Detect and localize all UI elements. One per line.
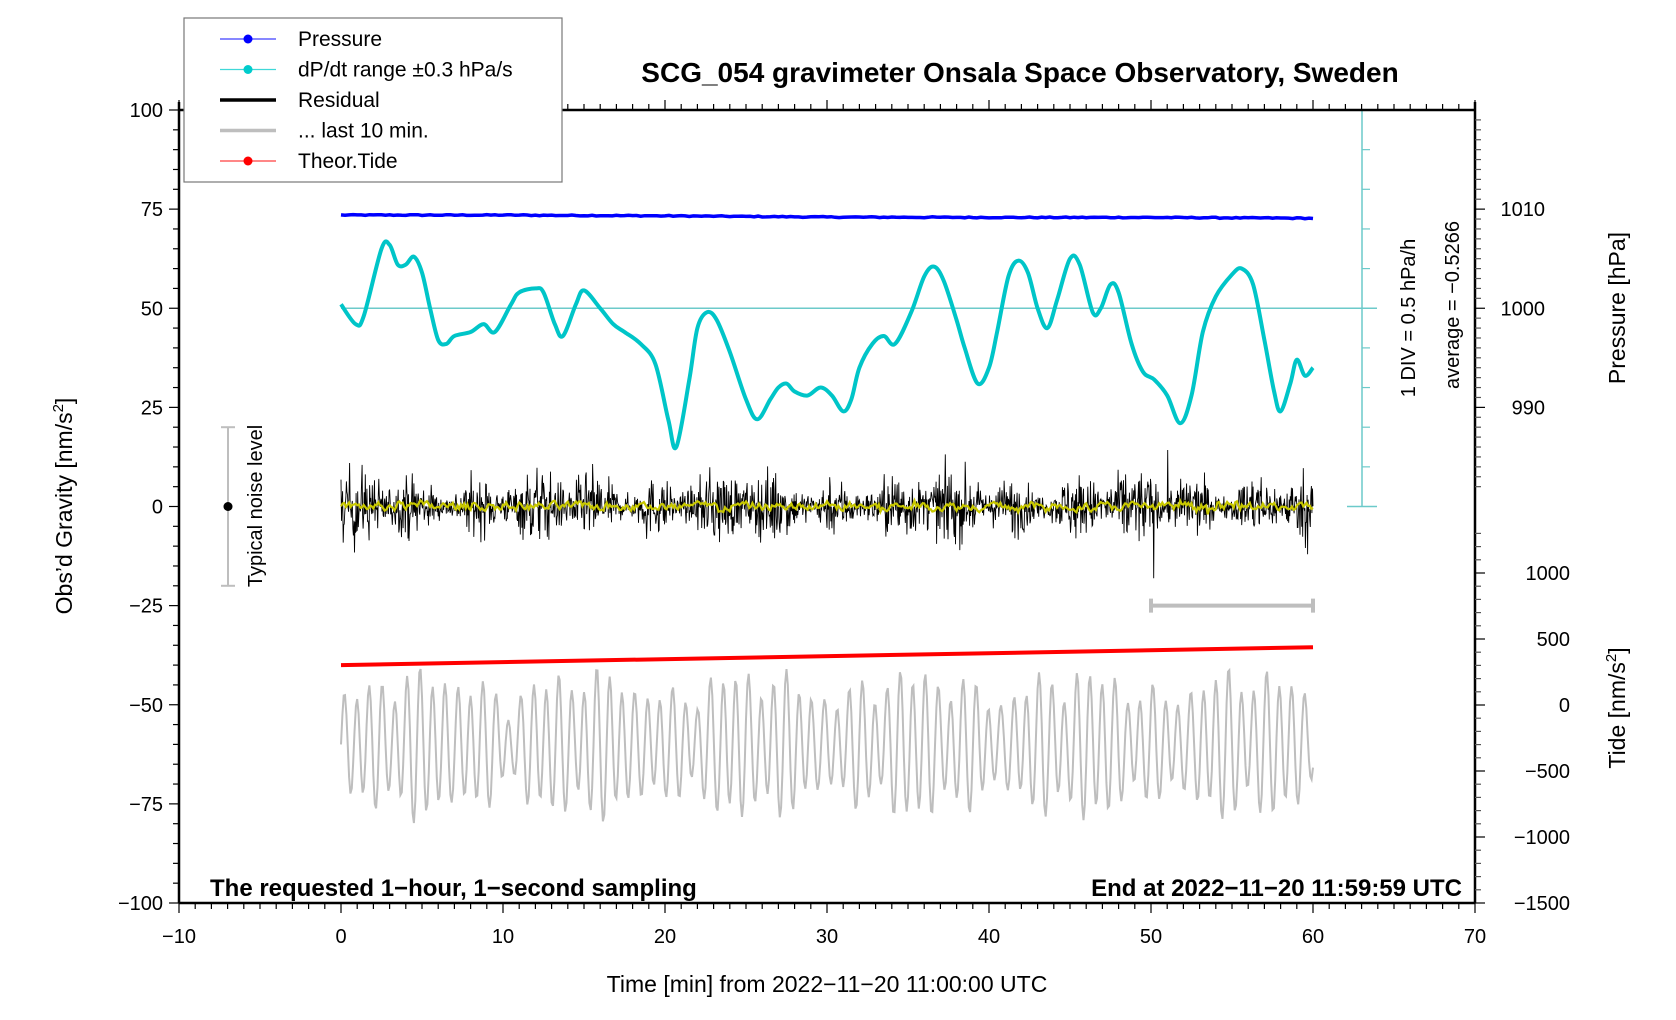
tide-tick-label: −1500 xyxy=(1514,893,1570,915)
x-ticks-group: −10 0 10 20 30 40 50 60 70 xyxy=(162,100,1486,948)
pressure-tick-label: 1000 xyxy=(1501,298,1546,320)
x-tick-label: 20 xyxy=(654,926,676,948)
pressure-line xyxy=(340,212,1314,221)
x-tick-label: 30 xyxy=(816,926,838,948)
y-tick-label: 75 xyxy=(141,199,163,221)
legend-label: Residual xyxy=(298,89,380,112)
x-tick-label: 50 xyxy=(1140,926,1162,948)
y-tick-label: −50 xyxy=(129,695,163,717)
legend-rows: Pressure dP/dt range ±0.3 hPa/s Residual..… xyxy=(220,28,513,173)
x-tick-label: 40 xyxy=(978,926,1000,948)
tide-gray-line xyxy=(340,667,1314,824)
dpdt-average-note: average = −0.5266 xyxy=(1442,221,1464,389)
residual-smoothed-line xyxy=(340,497,1314,516)
x-axis-title: Time [min] from 2022−11−20 11:00:00 UTC xyxy=(607,971,1048,997)
chart-title: SCG_054 gravimeter Onsala Space Observat… xyxy=(641,57,1398,88)
theor-tide-line xyxy=(340,645,1314,668)
tide-tick-label: −500 xyxy=(1525,761,1570,783)
tide-gray-series-group xyxy=(340,667,1314,824)
legend-label: ... last 10 min. xyxy=(298,120,429,143)
x-tick-label: 10 xyxy=(492,926,514,948)
y-ticks-group: 100 75 50 25 0 −25 −50 −75 −100 xyxy=(118,100,179,915)
pressure-tick-label: 1010 xyxy=(1501,199,1546,221)
legend-label: Theor.Tide xyxy=(298,150,398,173)
legend-marker-4 xyxy=(243,156,253,166)
dpdt-line xyxy=(339,239,1315,451)
legend-marker-1 xyxy=(243,65,253,74)
y-tick-label: 25 xyxy=(141,397,163,419)
y-tick-label: 50 xyxy=(141,298,163,320)
tide-tick-label: −1000 xyxy=(1514,827,1570,849)
noise-level-label: Typical noise level xyxy=(245,425,267,587)
y-tick-label: −75 xyxy=(129,794,163,816)
residual-series-group xyxy=(340,449,1314,579)
tide-tick-label: 0 xyxy=(1559,695,1570,717)
pressure-tick-label: 990 xyxy=(1512,397,1545,419)
dpdt-axis-group xyxy=(341,109,1377,508)
annotation-group xyxy=(221,426,1315,613)
x-tick-label: 70 xyxy=(1464,926,1486,948)
pressure-series-group xyxy=(340,212,1314,221)
theor-tide-series-group xyxy=(340,645,1314,668)
y-tick-label: 100 xyxy=(130,100,163,122)
y-tick-label: 0 xyxy=(152,497,163,519)
x-tick-label: −10 xyxy=(162,926,196,948)
right-ticks-group: 1010 1000 990 1000 500 0 −500 −1000 −1500 xyxy=(1475,119,1571,915)
y-tick-label: −100 xyxy=(118,893,163,915)
legend-label: Pressure xyxy=(298,28,382,51)
y-axis-title-left: Obs’d Gravity [nm/s2] xyxy=(50,398,77,615)
tide-tick-label: 500 xyxy=(1537,629,1570,651)
residual-smoothed-series-group xyxy=(340,497,1314,516)
y-tick-label: −25 xyxy=(129,596,163,618)
legend-marker-0 xyxy=(243,34,253,44)
legend-label: dP/dt range ±0.3 hPa/s xyxy=(298,59,513,82)
dpdt-scale-note: 1 DIV = 0.5 hPa/h xyxy=(1398,239,1420,397)
note-bottom-right: End at 2022−11−20 11:59:59 UTC xyxy=(1091,875,1462,902)
x-tick-label: 60 xyxy=(1302,926,1324,948)
residual-line xyxy=(340,449,1314,579)
legend: Pressure dP/dt range ±0.3 hPa/s Residual..… xyxy=(183,17,563,183)
y-axis-title-tide: Tide [nm/s2] xyxy=(1603,647,1630,768)
noise-bar-dot xyxy=(223,502,233,511)
note-bottom-left: The requested 1−hour, 1−second sampling xyxy=(210,875,697,902)
x-tick-label: 0 xyxy=(335,926,346,948)
dpdt-series-group xyxy=(339,239,1315,451)
y-axis-title-pressure: Pressure [hPa] xyxy=(1604,232,1630,384)
tide-tick-label: 1000 xyxy=(1526,563,1571,585)
